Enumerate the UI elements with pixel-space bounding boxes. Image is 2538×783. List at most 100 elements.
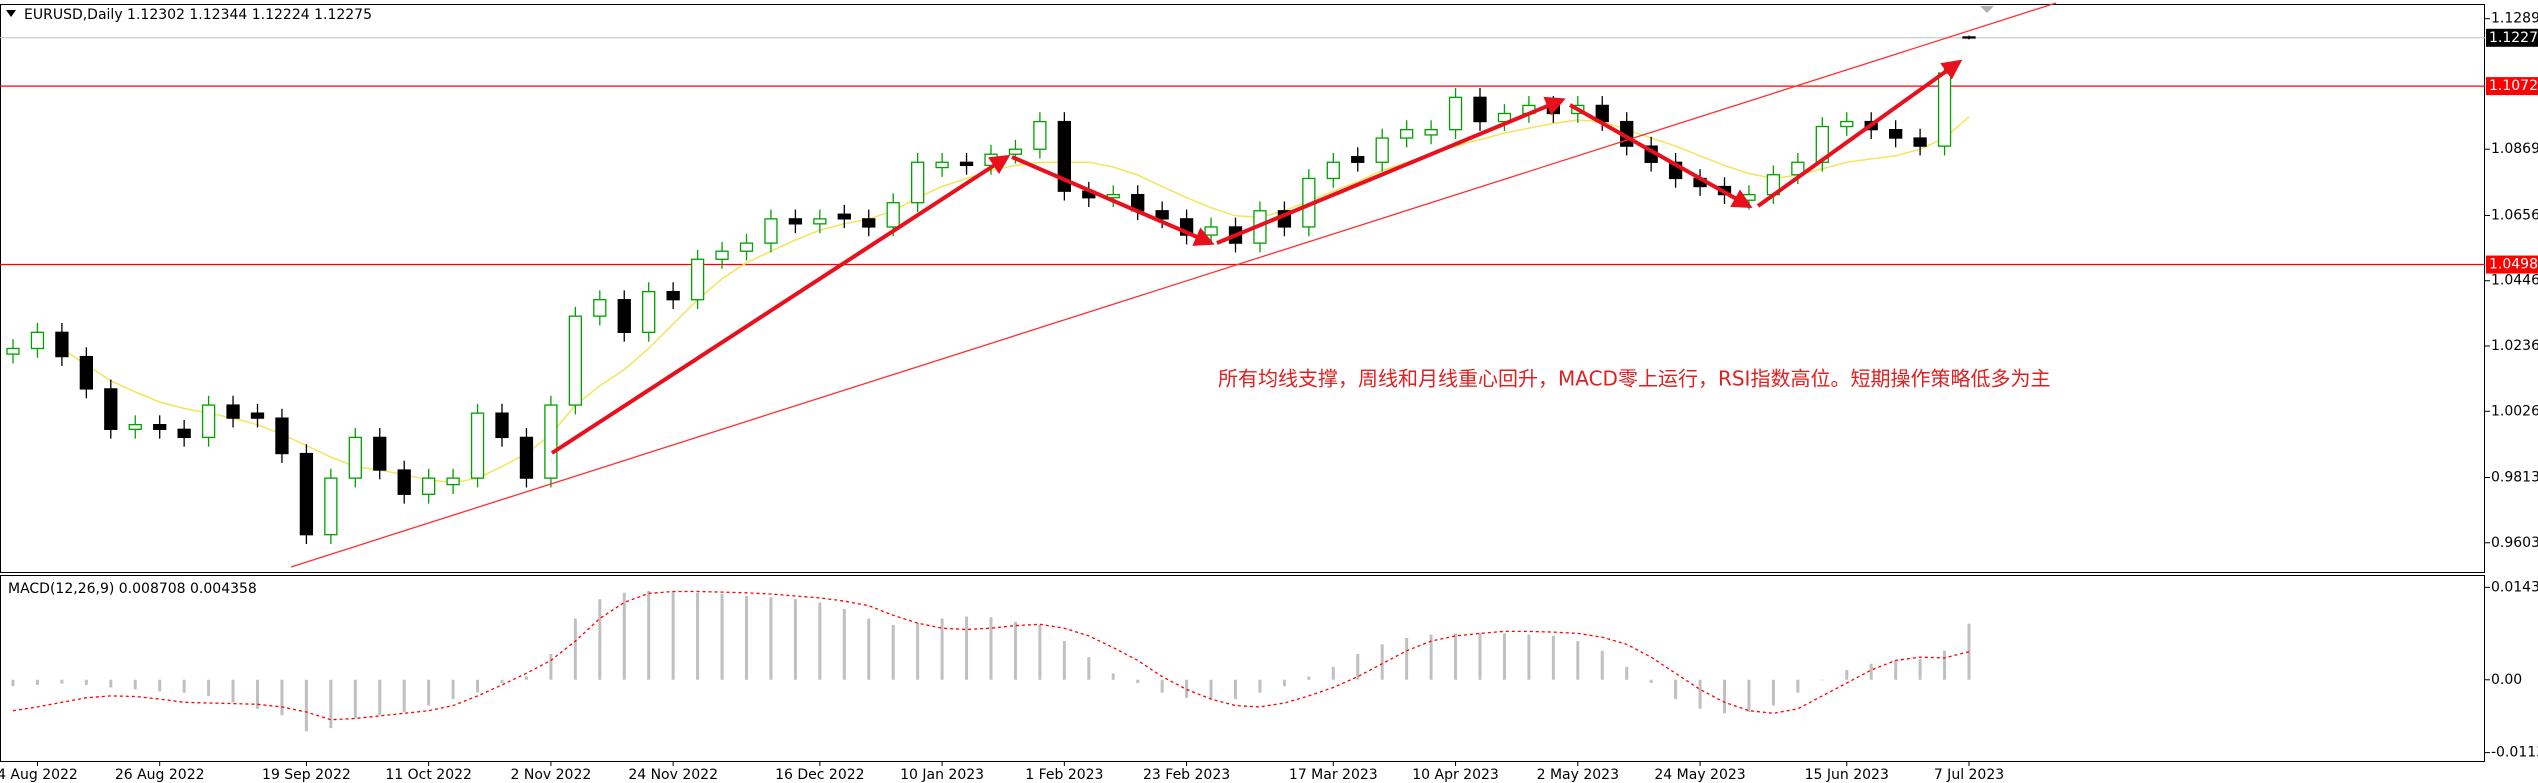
macd-bar [696, 592, 700, 680]
candle-body [1791, 161, 1805, 176]
x-tick-label: 17 Mar 2023 [1289, 767, 1378, 783]
macd-bar [1771, 679, 1775, 706]
candle-body [1375, 137, 1389, 163]
macd-signal [12, 590, 1970, 721]
x-tick-label: 11 Oct 2022 [385, 767, 472, 783]
y2-tick-label: -0.0113 [2491, 745, 2538, 761]
macd-bar [1454, 633, 1458, 680]
macd-bar [304, 679, 308, 732]
macd-bar [965, 616, 969, 680]
macd-bar [720, 594, 724, 680]
candle-body [1057, 120, 1071, 192]
candle-body [617, 299, 631, 333]
macd-bar [60, 679, 64, 684]
macd-bar [11, 679, 15, 687]
macd-bar [1502, 633, 1506, 680]
x-tick-label: 10 Jan 2023 [900, 767, 984, 783]
candle-body [935, 161, 949, 169]
macd-bar [549, 653, 553, 680]
menu-triangle[interactable] [6, 10, 16, 17]
macd-bar [1674, 679, 1678, 700]
candle-body [495, 412, 509, 439]
macd-bar [378, 679, 382, 716]
x-tick-label: 15 Jun 2023 [1805, 767, 1889, 783]
macd-bar [793, 599, 797, 680]
macd-bar [891, 624, 895, 680]
macd-bar [573, 618, 577, 680]
candle-body [128, 424, 142, 430]
trend-line [290, 2, 2057, 568]
macd-bar [1796, 679, 1800, 693]
macd-bar [1747, 679, 1751, 713]
macd-bar [1527, 634, 1531, 680]
x-tick-label: 2 Nov 2022 [511, 767, 592, 783]
macd-bar [280, 679, 284, 716]
arrows [550, 59, 1963, 455]
macd-bar [745, 595, 748, 680]
macd-bar [1087, 657, 1091, 680]
level-box [2486, 77, 2538, 96]
candle-body [764, 218, 778, 244]
candle-body [104, 388, 118, 430]
macd-bar [1429, 634, 1433, 680]
candle-body [959, 161, 974, 167]
macd-bar [1551, 635, 1555, 680]
arrow [1569, 103, 1753, 208]
macd-bar [1894, 660, 1898, 680]
y-tick-label: 1.06560 [2491, 207, 2538, 223]
macd-bar [427, 679, 431, 706]
candle-body [862, 218, 876, 228]
macd-bar [1013, 621, 1017, 680]
arrow [1216, 96, 1566, 245]
x-tick-label: 16 Dec 2022 [775, 767, 864, 783]
macd-bar [353, 679, 357, 719]
candle-body [201, 404, 216, 439]
shift-marker [1980, 6, 1994, 13]
macd-bar [109, 679, 113, 688]
main-panel [0, 4, 2485, 573]
candle-body [788, 218, 803, 225]
macd-bar [158, 679, 162, 692]
x-tick-label: 1 Feb 2023 [1025, 767, 1103, 783]
candle-body [177, 428, 191, 439]
y-tick-label: 1.12890 [2491, 11, 2538, 27]
candle-body [690, 258, 705, 301]
candle-body [1424, 129, 1438, 136]
y2-tick-label: 0.01434 [2491, 579, 2538, 595]
candle-body [1008, 148, 1023, 155]
macd-bar [1576, 641, 1580, 680]
macd-bar [622, 592, 626, 680]
macd-bar [1918, 659, 1922, 680]
macd-bar [769, 597, 773, 680]
y-tick-label: 1.08690 [2491, 141, 2538, 157]
candle-body [373, 436, 387, 471]
x-tick-label: 10 Apr 2023 [1412, 767, 1499, 783]
candle-body [470, 412, 485, 479]
candle-body [421, 477, 436, 495]
macd-label: MACD(12,26,9) 0.008708 0.004358 [8, 581, 257, 597]
macd-bar [1038, 624, 1042, 680]
candle-body [397, 469, 411, 495]
macd-bar [1234, 679, 1237, 700]
macd-bar [1478, 632, 1482, 680]
candle-body [1400, 129, 1414, 139]
macd-bar [1869, 663, 1873, 680]
candle-body [6, 347, 20, 355]
candle-body [1448, 96, 1463, 131]
macd-bar [256, 679, 259, 709]
candle-body [837, 213, 851, 220]
macd-bar [842, 608, 846, 680]
macd-bar [1258, 679, 1262, 693]
macd-bar [476, 679, 480, 693]
chart-title: EURUSD,Daily 1.12302 1.12344 1.12224 1.1… [24, 7, 372, 23]
candle-body [30, 331, 45, 350]
candle-body [1033, 120, 1047, 150]
candle-body [519, 436, 534, 479]
macd-bar [1282, 679, 1286, 687]
macd-bar [402, 679, 406, 713]
arrow [1011, 155, 1215, 246]
macd-bar [989, 617, 993, 680]
moving-average [61, 116, 1970, 484]
candle-body [666, 290, 680, 301]
